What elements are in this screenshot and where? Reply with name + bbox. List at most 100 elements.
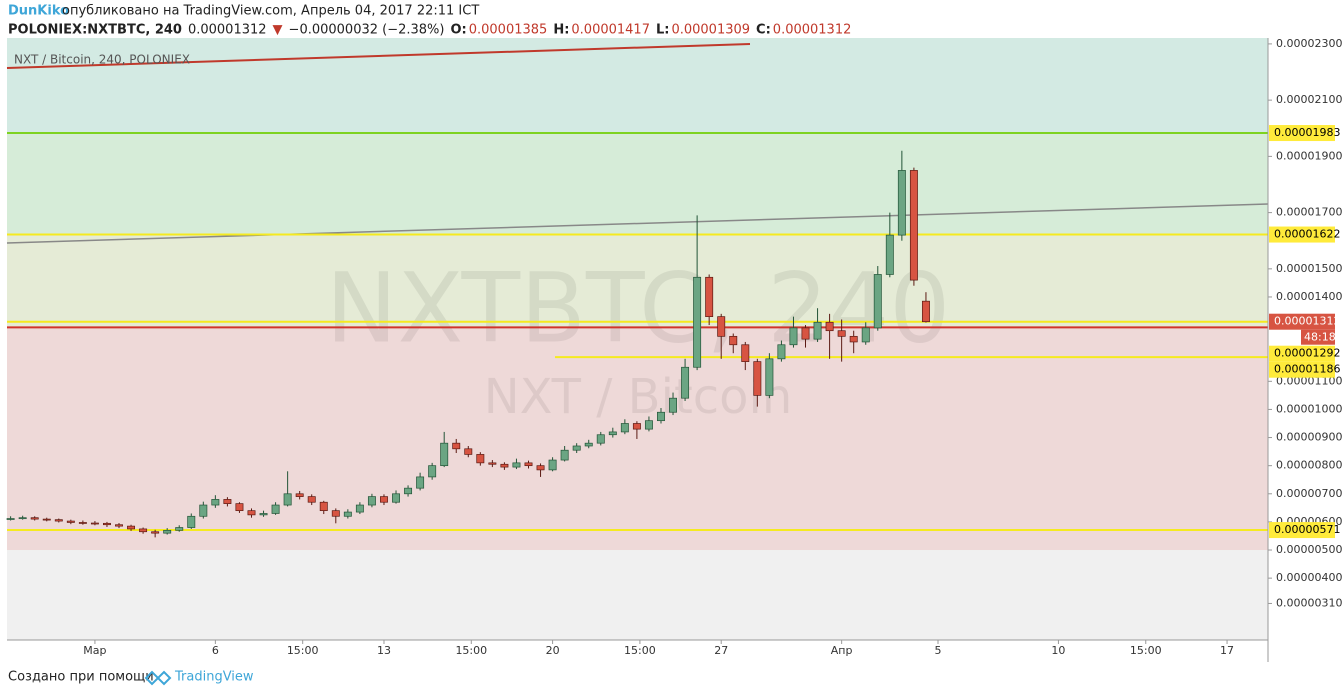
candle-body [777, 344, 786, 360]
y-tick-label: 0.00001400 [1276, 290, 1342, 303]
price-tag-label: 0.00001312 [1274, 315, 1340, 328]
candle-body [355, 504, 364, 513]
y-tick-label: 0.00002300 [1276, 37, 1342, 50]
x-tick-label: 15:00 [287, 644, 319, 657]
header-field: ▼ [273, 23, 283, 38]
candle-body [18, 517, 27, 520]
candle-body [632, 423, 641, 430]
candle-body [404, 487, 413, 495]
candle-body [331, 510, 340, 517]
y-tick-label: 0.00000800 [1276, 459, 1342, 472]
y-tick-label: 0.00000310 [1276, 596, 1342, 609]
watermark-sub: NXT / Bitcoin [484, 369, 793, 425]
candle-body [753, 361, 762, 396]
watermark: NXTBTC, 240 [326, 252, 951, 364]
candle-body [464, 448, 473, 455]
candle-body [741, 344, 750, 362]
candle-body [428, 465, 437, 478]
price-tag [1269, 313, 1335, 330]
candle-body [921, 300, 930, 323]
candle-body [669, 397, 677, 413]
header-field: 0.00001385 [469, 23, 548, 38]
footer-brand[interactable]: TradingView [174, 670, 254, 685]
candle-body [283, 493, 292, 506]
candle-body [885, 234, 894, 275]
candle-body [247, 510, 256, 516]
x-tick-label: 5 [934, 644, 941, 657]
candle-body [608, 431, 617, 436]
header-field: C: [756, 23, 771, 38]
candle-body [90, 522, 99, 525]
candle-body [66, 520, 75, 523]
candle-body [127, 525, 136, 530]
candle-body [729, 335, 738, 346]
countdown: 48:18 [1304, 331, 1336, 344]
candle-body [644, 420, 653, 430]
logo [144, 670, 172, 686]
candle-body [343, 511, 352, 517]
x-tick-label: 27 [714, 644, 728, 657]
countdown-tag [1301, 329, 1335, 345]
candle-body [657, 411, 665, 422]
footer-text: Создано при помощи [8, 670, 154, 685]
header-field: H: [553, 23, 569, 38]
header-field: L: [656, 23, 669, 38]
header-field: 0.00001312 [773, 23, 852, 38]
candle-body [307, 496, 316, 503]
price-tag [1269, 522, 1335, 539]
candle-body [440, 442, 449, 467]
candle-body [139, 528, 148, 533]
candle-body [488, 462, 497, 465]
candle-body [54, 519, 63, 522]
header-field: 0.00001417 [571, 23, 650, 38]
header-field: O: [450, 23, 466, 38]
x-tick-label: 10 [1051, 644, 1065, 657]
candle-body [6, 518, 15, 520]
candle-body [392, 493, 400, 503]
candle-body [825, 321, 834, 332]
candle-body [536, 465, 545, 471]
candle-body [512, 462, 521, 468]
legend: NXT / Bitcoin, 240, POLONIEX [14, 53, 190, 67]
candle-body [223, 499, 232, 504]
candle-body [500, 463, 509, 468]
trend-line [6, 43, 751, 69]
y-tick-label: 0.00000500 [1276, 543, 1342, 556]
candle-body [873, 274, 882, 329]
x-tick-label: 13 [377, 644, 391, 657]
header-field: −0.00000032 (−2.38%) [289, 23, 445, 38]
candle-body [319, 501, 328, 512]
price-tag [1269, 125, 1335, 142]
header-field: 0.00001309 [671, 23, 750, 38]
candle-body [30, 517, 39, 520]
candle-body [151, 531, 160, 534]
candle-body [235, 503, 244, 512]
y-tick-label: 0.00001700 [1276, 206, 1342, 219]
y-tick-label: 0.00001900 [1276, 149, 1342, 162]
candle-body [524, 462, 533, 467]
author[interactable]: DunKiko [8, 4, 69, 19]
candle-body [693, 276, 702, 368]
candle-body [367, 496, 376, 506]
candle-body [476, 454, 485, 464]
price-tag [1269, 226, 1335, 243]
y-tick-label: 0.00001000 [1276, 402, 1342, 415]
candle-body [765, 358, 774, 396]
x-tick-label: 15:00 [455, 644, 487, 657]
candle-body [548, 459, 557, 471]
x-tick-label: Апр [831, 644, 853, 657]
candle-body [837, 330, 846, 337]
zone [7, 234, 1268, 328]
candle-body [271, 504, 280, 514]
candle-body [175, 527, 184, 531]
x-tick-label: Мар [83, 644, 106, 657]
y-tick-label: 0.00002100 [1276, 93, 1342, 106]
candle-body [259, 513, 268, 516]
price-tag-label: 0.00001622 [1274, 228, 1340, 241]
price-tag-label: 0.00001186 [1274, 363, 1340, 376]
candle-body [596, 434, 605, 444]
candle-body [103, 522, 111, 526]
candle-body [681, 366, 690, 399]
